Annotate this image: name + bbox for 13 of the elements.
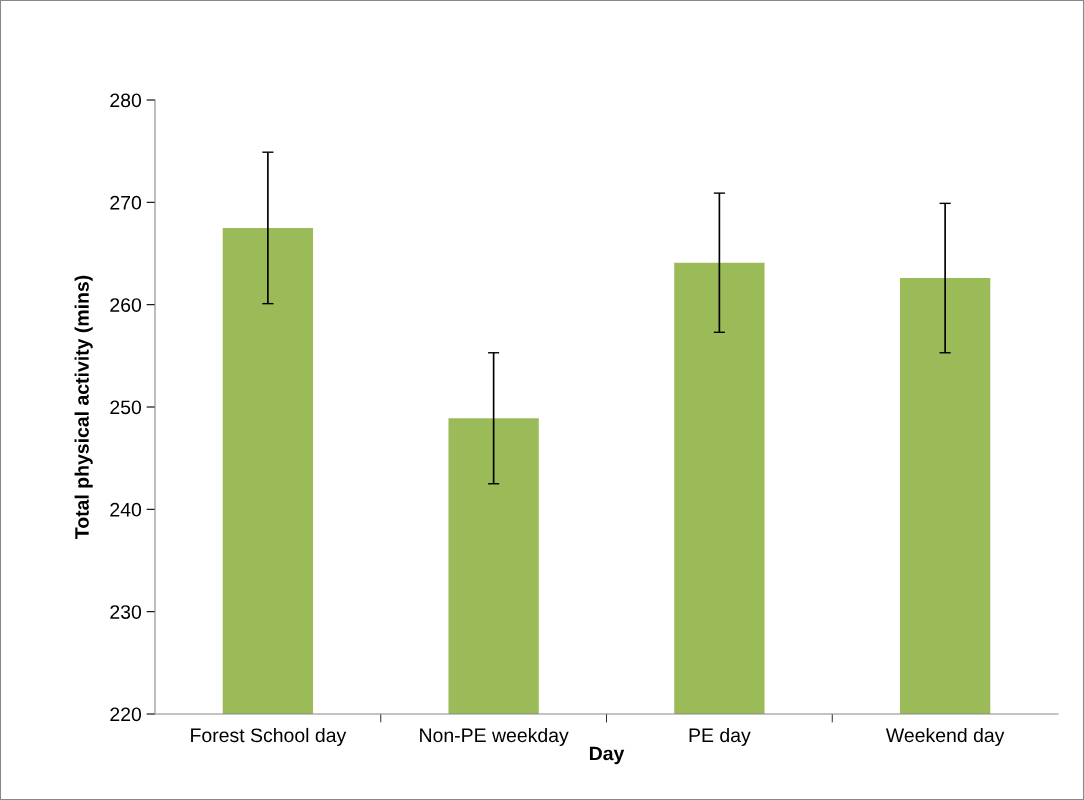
y-tick-label: 220 (110, 707, 142, 722)
y-tick-label: 270 (110, 195, 142, 210)
x-tick-label: Non-PE weekday (420, 727, 569, 747)
y-tick-label: 280 (110, 93, 142, 108)
x-tick-label: PE day (689, 727, 751, 747)
x-axis-title: Day (589, 746, 625, 765)
y-tick-label: 230 (110, 605, 142, 619)
y-axis-title: Total physical activity (mins) (74, 275, 93, 539)
x-tick-label: Forest School day (191, 727, 347, 747)
y-tick-label: 240 (110, 502, 142, 517)
y-tick-label: 260 (110, 298, 142, 312)
y-tick-label: 250 (110, 400, 142, 415)
x-tick-label: Weekend day (885, 727, 1005, 747)
